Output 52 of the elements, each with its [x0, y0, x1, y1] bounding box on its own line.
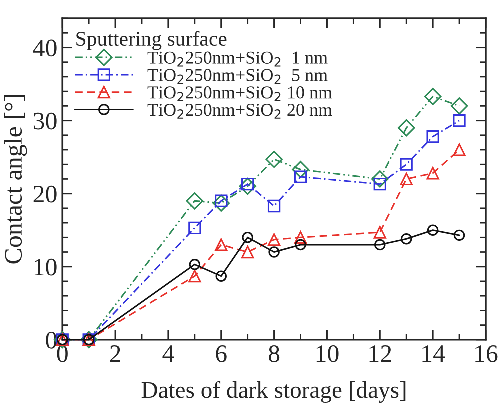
point [215, 238, 228, 252]
point [424, 88, 442, 106]
y-tick-label: 20 [34, 186, 57, 203]
point [294, 231, 308, 244]
point [268, 246, 280, 258]
point [450, 98, 468, 115]
point [453, 144, 466, 156]
point [268, 234, 281, 246]
x-tick-label: 6 [216, 346, 227, 362]
legend-label: TiO$_{2}$250nm+SiO$_{2}$ 10 nm [148, 86, 332, 102]
point [426, 167, 440, 180]
y-axis-title: Contact angle [°] [4, 96, 28, 264]
y-tick-label: 40 [33, 40, 57, 57]
point [374, 239, 386, 251]
x-tick-label: 10 [316, 345, 339, 362]
point [427, 224, 439, 236]
point [400, 158, 413, 171]
point [242, 246, 254, 259]
point [372, 170, 389, 188]
point [216, 270, 228, 282]
point [295, 239, 306, 251]
point [242, 232, 254, 244]
point [268, 200, 281, 213]
point [186, 192, 204, 210]
point [294, 170, 308, 184]
x-tick-label: 16 [476, 346, 498, 362]
point [400, 233, 412, 245]
x-tick-label: 8 [269, 345, 280, 362]
legend-label: TiO$_{2}$250nm+SiO$_{2}$ 5 nm [148, 69, 328, 84]
point [426, 130, 440, 144]
point [188, 222, 202, 234]
y-tick-label: 30 [34, 112, 57, 130]
point [239, 178, 256, 196]
x-tick-label: 12 [370, 346, 392, 362]
point [374, 226, 386, 239]
point [188, 270, 202, 283]
x-tick-label: 4 [162, 346, 174, 362]
point [453, 114, 466, 128]
x-tick-label: 14 [422, 346, 446, 362]
point [266, 150, 283, 168]
x-tick-label: 2 [110, 346, 120, 362]
point [454, 230, 466, 242]
x-axis-title: Dates of dark storage [days] [142, 381, 406, 404]
legend-label: TiO$_{2}$250nm+SiO$_{2}$ 20 nm [148, 104, 332, 119]
legend-title: Sputtering surface [76, 31, 227, 50]
y-tick-label: 10 [34, 258, 57, 276]
point [398, 119, 416, 137]
point [292, 161, 310, 178]
point [189, 259, 201, 270]
point [212, 194, 230, 212]
point [400, 172, 413, 186]
legend-label: TiO$_{2}$250nm+SiO$_{2}$ 1 nm [148, 52, 328, 67]
